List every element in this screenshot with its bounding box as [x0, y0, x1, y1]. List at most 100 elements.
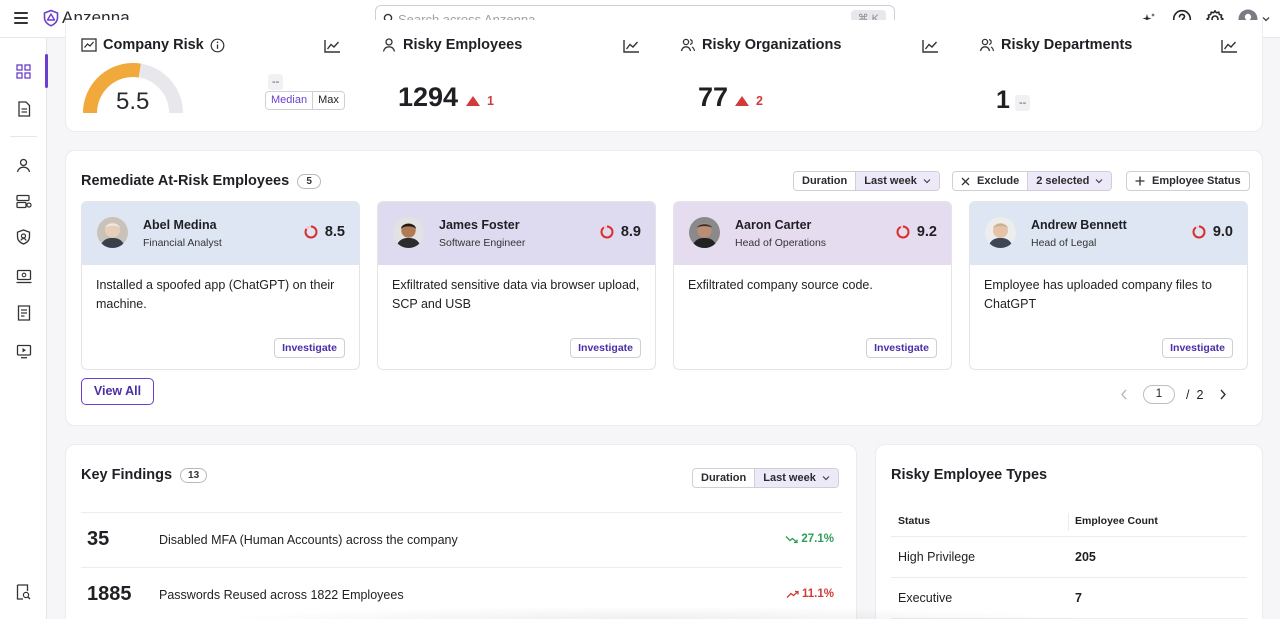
- finding-count: 35: [87, 528, 110, 550]
- sidebar-item-documents[interactable]: [0, 92, 47, 126]
- sidebar-item-organizations[interactable]: [0, 184, 47, 218]
- finding-row[interactable]: 1885 Passwords Reused across 1822 Employ…: [81, 567, 842, 619]
- trend-chart-icon[interactable]: [324, 39, 341, 53]
- info-icon[interactable]: [210, 38, 225, 53]
- sidebar-item-monitoring[interactable]: [0, 334, 47, 368]
- employee-avatar: [97, 217, 128, 248]
- person-icon: [382, 38, 396, 52]
- employee-card[interactable]: Andrew Bennett Head of Legal 9.0 Employe…: [969, 201, 1248, 370]
- employee-type-status: Executive: [898, 591, 953, 605]
- sparkle-icon[interactable]: [1138, 8, 1160, 30]
- employee-card-header: [378, 202, 655, 265]
- column-header-employee-count[interactable]: Employee Count: [1075, 515, 1158, 527]
- sidebar-item-security[interactable]: [0, 220, 47, 254]
- chevron-down-icon[interactable]: [1262, 8, 1270, 30]
- sidebar-item-devices[interactable]: [0, 259, 47, 293]
- risky-employee-types-title: Risky Employee Types: [891, 467, 1048, 483]
- risky-organizations-title: Risky Organizations: [680, 37, 841, 53]
- chevron-down-icon: [1095, 179, 1103, 184]
- employee-name[interactable]: Aaron Carter: [735, 218, 812, 232]
- aggregation-toggle[interactable]: Median Max: [265, 91, 345, 110]
- employee-type-count: 7: [1075, 591, 1082, 605]
- page-number-input[interactable]: 1: [1143, 385, 1175, 404]
- sidebar-item-dashboard[interactable]: [0, 54, 48, 88]
- employee-name[interactable]: James Foster: [439, 218, 520, 232]
- remediate-count-badge: 5: [297, 173, 322, 189]
- duration-filter[interactable]: Duration Last week: [793, 171, 940, 191]
- employee-risk-score: 8.5: [304, 224, 345, 240]
- employee-card[interactable]: James Foster Software Engineer 8.9 Exfil…: [377, 201, 656, 370]
- chevron-down-icon: [822, 476, 830, 481]
- employee-risk-description: Installed a spoofed app (ChatGPT) on the…: [96, 278, 335, 311]
- anzenna-logo-icon: [43, 9, 59, 27]
- employee-role: Software Engineer: [439, 237, 526, 249]
- finding-count: 1885: [87, 583, 132, 605]
- person-icon: [16, 158, 31, 172]
- employee-card[interactable]: Abel Medina Financial Analyst 8.5 Instal…: [81, 201, 360, 370]
- risky-organizations-delta: 2: [735, 94, 763, 108]
- metrics-card: [65, 20, 1263, 132]
- table-row[interactable]: Executive 7: [891, 578, 1247, 619]
- duration-label: Duration: [794, 172, 857, 190]
- investigate-button[interactable]: Investigate: [570, 338, 641, 358]
- employee-card-header: [970, 202, 1247, 265]
- column-header-status[interactable]: Status: [898, 515, 931, 527]
- investigate-button[interactable]: Investigate: [1162, 338, 1233, 358]
- trend-chart-icon[interactable]: [623, 39, 640, 53]
- table-header: Status Employee Count: [891, 509, 1247, 537]
- close-icon[interactable]: [961, 177, 970, 186]
- exclude-select[interactable]: 2 selected: [1028, 172, 1112, 190]
- trend-up-icon: [786, 590, 799, 598]
- device-icon: [16, 269, 31, 283]
- employee-name[interactable]: Abel Medina: [143, 218, 217, 232]
- exclude-filter[interactable]: Exclude 2 selected: [952, 171, 1113, 191]
- employee-avatar: [393, 217, 424, 248]
- toggle-max[interactable]: Max: [313, 92, 344, 109]
- audit-search-icon: [16, 584, 31, 600]
- plus-icon: [1135, 176, 1145, 186]
- organizations-icon: [15, 194, 32, 208]
- risky-organizations-value: 77: [698, 82, 729, 112]
- duration-select[interactable]: Last week: [755, 469, 838, 487]
- employee-avatar: [689, 217, 720, 248]
- employee-card[interactable]: Aaron Carter Head of Operations 9.2 Exfi…: [673, 201, 952, 370]
- employee-card-header: [674, 202, 951, 265]
- sidebar-item-employees[interactable]: [0, 148, 47, 182]
- risk-ring-icon: [1192, 225, 1206, 239]
- employee-type-status: High Privilege: [898, 550, 976, 564]
- sidebar-item-audit[interactable]: [0, 575, 47, 609]
- investigate-button[interactable]: Investigate: [866, 338, 937, 358]
- table-row[interactable]: High Privilege 205: [891, 537, 1247, 578]
- finding-trend: 11.1%: [786, 588, 834, 600]
- monitor-icon: [16, 344, 31, 358]
- duration-select[interactable]: Last week: [856, 172, 939, 190]
- risky-departments-title: Risky Departments: [979, 37, 1132, 53]
- sidebar-item-reports[interactable]: [0, 296, 47, 330]
- trend-chart-icon[interactable]: [1221, 39, 1238, 53]
- risky-employees-value: 1294: [398, 82, 459, 112]
- employee-role: Head of Legal: [1031, 237, 1097, 249]
- chevron-left-icon[interactable]: [1120, 389, 1128, 400]
- company-risk-title: Company Risk: [81, 37, 225, 53]
- risky-employee-types-card: [875, 444, 1263, 619]
- sidebar: [0, 38, 48, 619]
- employee-status-button[interactable]: Employee Status: [1126, 171, 1250, 191]
- view-all-button[interactable]: View All: [81, 378, 154, 405]
- page-separator: /: [1186, 387, 1190, 402]
- risk-ring-icon: [600, 225, 614, 239]
- finding-row[interactable]: 35 Disabled MFA (Human Accounts) across …: [81, 512, 842, 566]
- finding-text: Passwords Reused across 1822 Employees: [159, 588, 404, 602]
- chevron-right-icon[interactable]: [1219, 389, 1227, 400]
- trend-chart-icon[interactable]: [922, 39, 939, 53]
- finding-text: Disabled MFA (Human Accounts) across the…: [159, 533, 458, 547]
- toggle-median[interactable]: Median: [266, 92, 314, 109]
- chart-icon: [81, 38, 97, 52]
- up-arrow-icon: [735, 96, 749, 106]
- findings-duration-filter[interactable]: Duration Last week: [692, 468, 839, 488]
- document-icon: [17, 101, 30, 117]
- employee-name[interactable]: Andrew Bennett: [1031, 218, 1127, 232]
- investigate-button[interactable]: Investigate: [274, 338, 345, 358]
- hamburger-menu-icon[interactable]: [14, 12, 28, 24]
- risky-departments-value: 1: [996, 86, 1010, 114]
- finding-trend: 27.1%: [785, 533, 834, 545]
